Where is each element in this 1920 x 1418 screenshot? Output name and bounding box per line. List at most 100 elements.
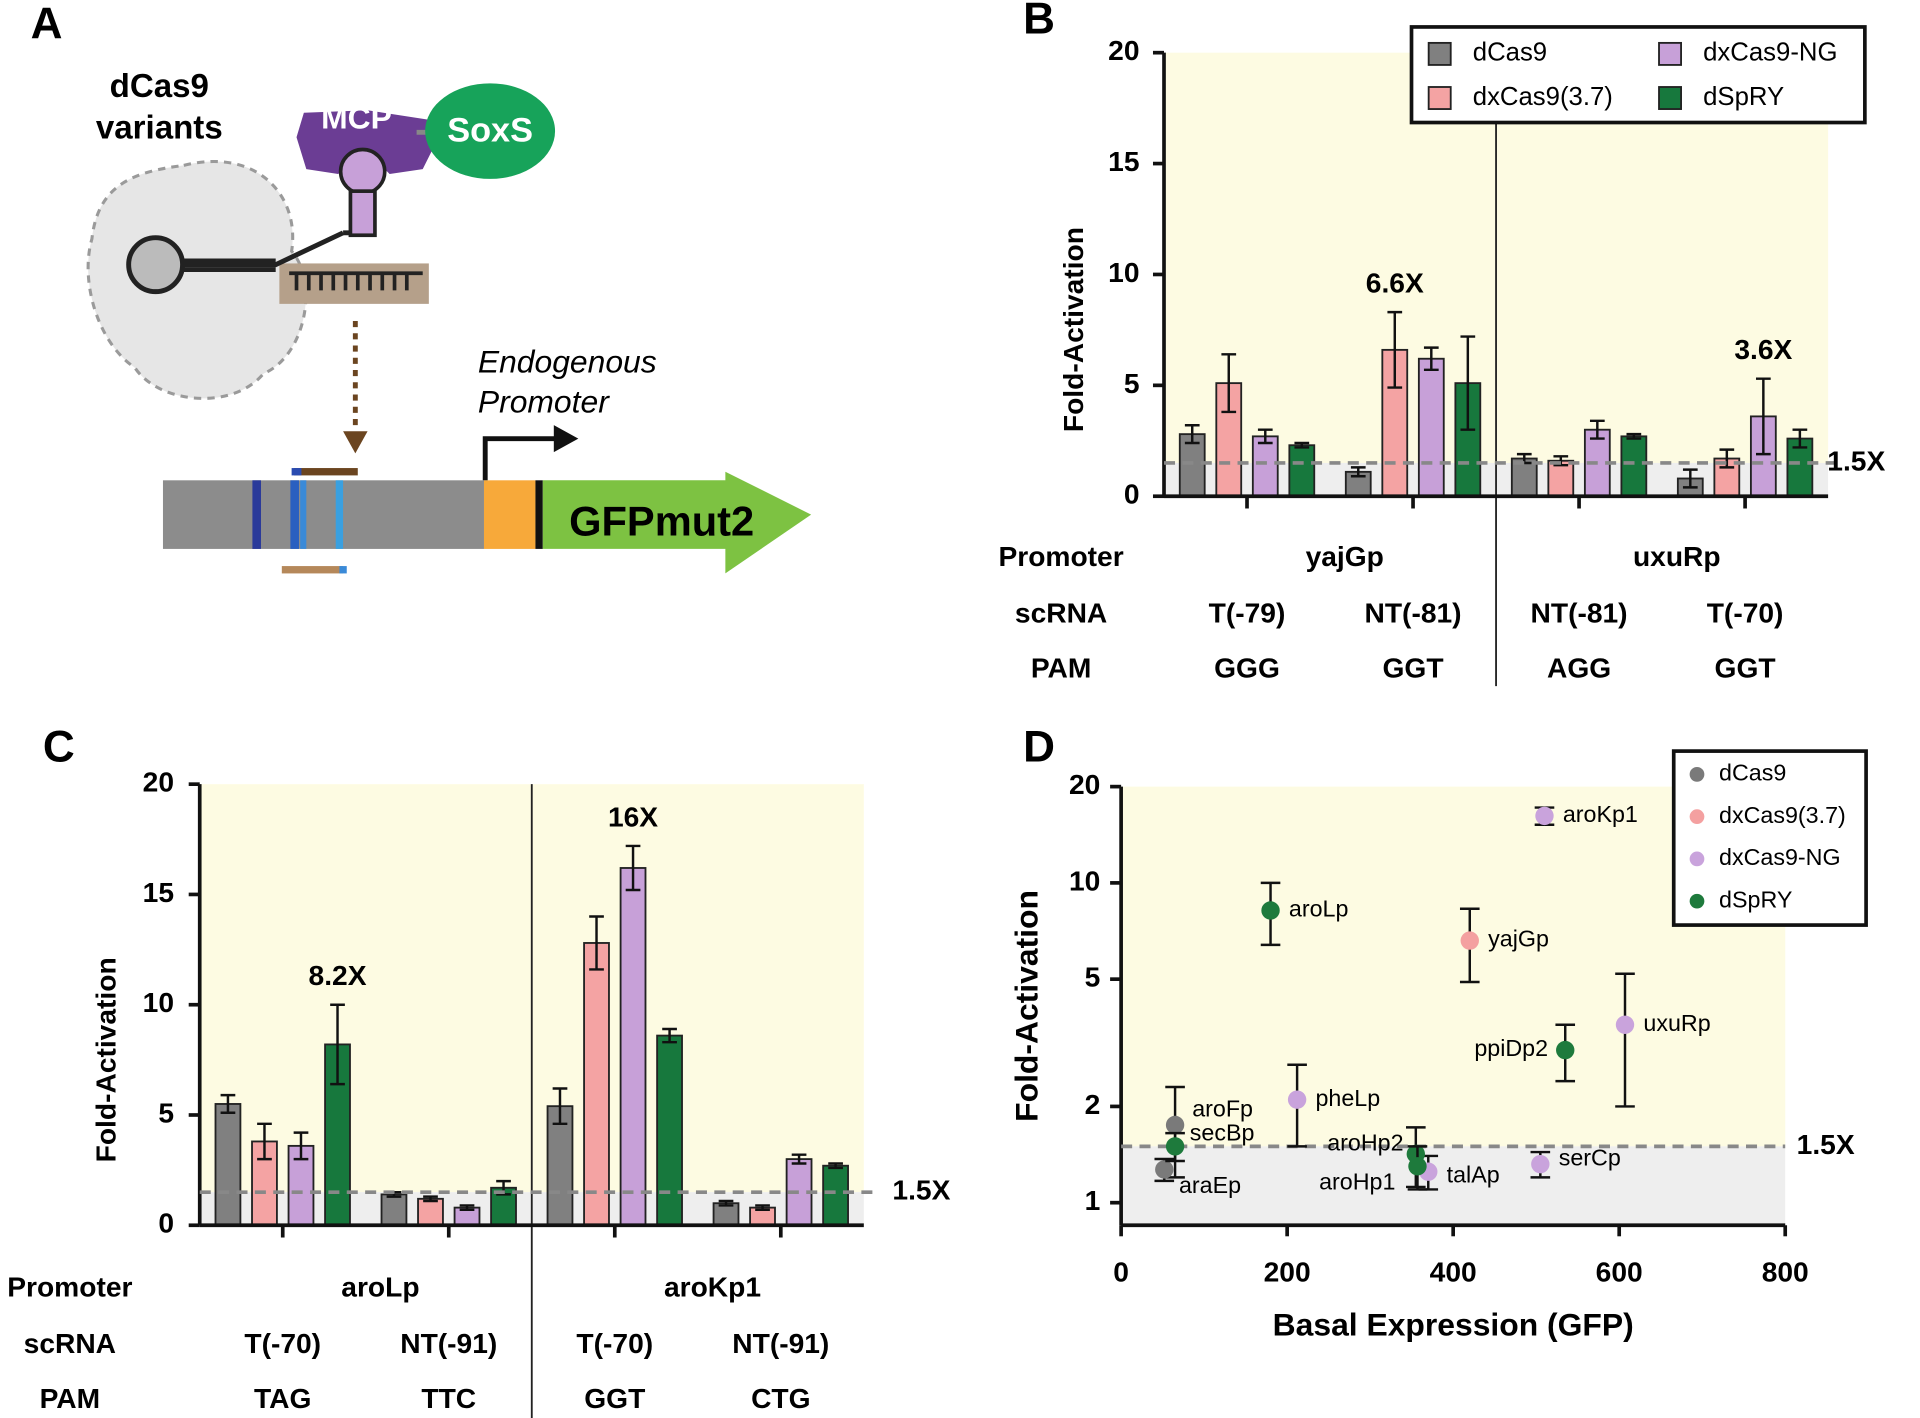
value-label: 6.6X xyxy=(1366,267,1424,299)
tss-arrow xyxy=(482,436,558,481)
point xyxy=(1556,1040,1575,1060)
dcas9-blob xyxy=(86,159,308,400)
threshold-label: 1.5X xyxy=(1797,1128,1855,1160)
y-tick-label: 2 xyxy=(1085,1088,1101,1120)
site-marker xyxy=(300,480,307,549)
error-bar xyxy=(1184,424,1200,445)
variant-label: variants xyxy=(96,110,223,147)
error-bar xyxy=(1257,428,1273,445)
legend-label: dxCas9-NG xyxy=(1703,39,1837,67)
row-label: PAM xyxy=(1031,652,1092,684)
dna-target xyxy=(279,263,429,304)
x-tick-label: T(-70) xyxy=(576,1327,653,1359)
point xyxy=(1261,901,1280,920)
y-tick-label: 5 xyxy=(1124,367,1140,399)
x-tick-label: NT(-81) xyxy=(1531,597,1628,629)
site-marker xyxy=(252,480,261,549)
x-tick-label: NT(-91) xyxy=(400,1327,497,1359)
panel-letter: D xyxy=(1023,723,1055,772)
error-bar xyxy=(791,1153,807,1165)
x-tick-label: 400 xyxy=(1430,1256,1477,1288)
legend-label: dxCas9-NG xyxy=(1719,844,1841,870)
bar xyxy=(1417,357,1445,498)
error-bar xyxy=(459,1204,475,1212)
x-tick-label: 600 xyxy=(1596,1256,1643,1288)
scrna-link xyxy=(183,230,345,268)
y-tick-label: 10 xyxy=(143,986,174,1018)
point xyxy=(1155,1160,1174,1179)
error-bar xyxy=(1387,310,1403,389)
error-bar xyxy=(1626,432,1642,440)
error-bar xyxy=(1682,468,1698,489)
bar xyxy=(380,1193,408,1227)
x-tick-label: 200 xyxy=(1264,1256,1311,1288)
point-label: araEp xyxy=(1179,1172,1241,1198)
error-bar xyxy=(220,1093,236,1115)
y-tick-label: 15 xyxy=(143,876,174,908)
point xyxy=(1165,1137,1185,1156)
point-label: aroHp1 xyxy=(1319,1169,1395,1195)
below-threshold-zone xyxy=(1121,1146,1786,1226)
pam-site xyxy=(339,566,347,574)
value-label: 3.6X xyxy=(1734,333,1792,365)
point xyxy=(1615,1015,1635,1034)
x-tick-label: NT(-81) xyxy=(1365,597,1462,629)
point-label: serCp xyxy=(1559,1144,1621,1170)
mcp-label: MCP xyxy=(321,99,392,135)
error-bar xyxy=(1615,972,1635,1108)
error-bar xyxy=(828,1162,843,1170)
x-tick-label: 0 xyxy=(1113,1256,1129,1288)
promoter-label: Endogenous xyxy=(478,343,657,379)
site-marker xyxy=(290,480,299,549)
pam-label: AGG xyxy=(1547,652,1611,684)
y-tick-label: 10 xyxy=(1069,864,1100,896)
point-label: ppiDp2 xyxy=(1474,1035,1548,1061)
bar xyxy=(1251,435,1279,498)
point xyxy=(1535,806,1554,826)
gfp-arrow xyxy=(542,471,812,574)
y-tick-label: 0 xyxy=(1124,478,1140,510)
panel-a-diagram: A dCas9 variants MCP SoxS GFPmut2 Endoge… xyxy=(31,0,812,574)
legend-label: dSpRY xyxy=(1719,886,1792,912)
error-bar xyxy=(755,1204,770,1212)
panel-letter: C xyxy=(43,723,75,772)
rbs xyxy=(483,480,536,549)
legend-box xyxy=(1409,25,1867,125)
promoter-label: aroLp xyxy=(341,1270,419,1302)
legend-swatch xyxy=(1658,86,1682,110)
pam-label: TAG xyxy=(254,1382,311,1414)
bar xyxy=(1547,459,1575,498)
legend-label: dxCas9(3.7) xyxy=(1719,802,1846,828)
bar xyxy=(1620,435,1648,498)
pam-label: GGG xyxy=(1214,652,1280,684)
point xyxy=(1460,931,1479,950)
point xyxy=(1287,1090,1307,1109)
bar xyxy=(656,1034,683,1227)
y-tick-label: 10 xyxy=(1108,256,1139,288)
tss-arrowhead xyxy=(553,425,579,453)
bar xyxy=(214,1103,242,1227)
pam-label: GGT xyxy=(1383,652,1444,684)
target-site xyxy=(294,468,358,476)
legend-marker xyxy=(1689,767,1705,782)
y-tick-label: 15 xyxy=(1108,145,1139,177)
row-label: scRNA xyxy=(1015,597,1107,629)
legend-label: dCas9 xyxy=(1719,760,1786,786)
point-label: pheLp xyxy=(1315,1085,1380,1111)
start xyxy=(535,480,543,549)
y-axis-title: Fold-Activation xyxy=(1009,890,1045,1122)
point-label: aroKp1 xyxy=(1563,801,1638,827)
point xyxy=(1531,1154,1550,1174)
error-bar xyxy=(1423,346,1439,372)
error-bar xyxy=(552,1087,568,1126)
promoter-region xyxy=(162,480,484,549)
bar xyxy=(1288,444,1316,498)
error-bar xyxy=(1756,377,1771,456)
panel-bar-chart: C 0 5 10 15 20 Fold-Activation 16X 8.2X 1.5X Promo… xyxy=(7,723,951,1418)
point-label: secBp xyxy=(1190,1119,1255,1145)
promoter-label: aroKp1 xyxy=(664,1270,761,1302)
error-bar xyxy=(662,1027,677,1044)
error-bar xyxy=(1589,419,1605,440)
legend-swatch xyxy=(1658,41,1682,66)
